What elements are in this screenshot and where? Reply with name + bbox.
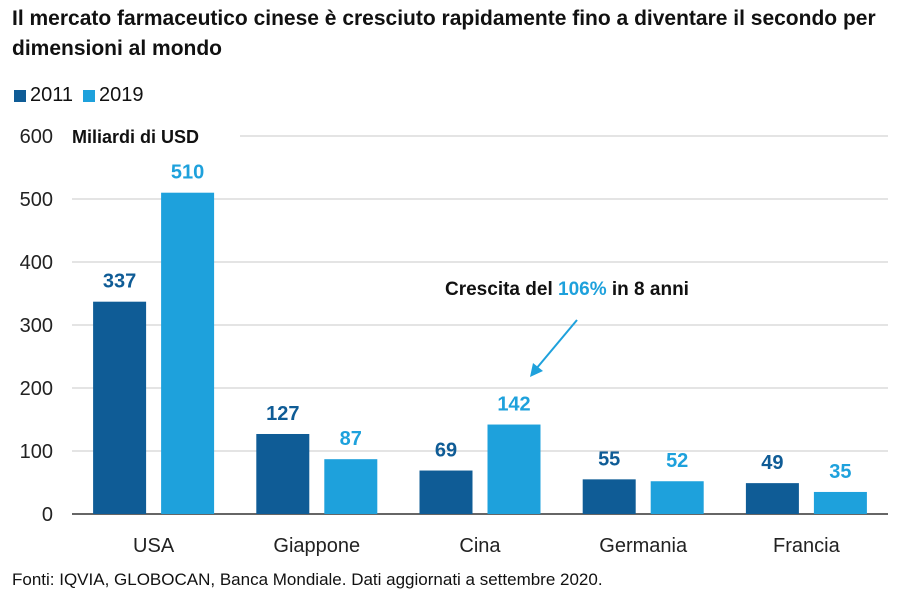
y-tick-label-600: 600	[20, 126, 53, 148]
chart-title: Il mercato farmaceutico cinese è cresciu…	[12, 7, 876, 60]
bar-usa-2019	[161, 192, 215, 514]
bar-giappone-2019	[324, 459, 378, 514]
y-axis-label: Miliardi di USD	[72, 127, 199, 147]
category-label-francia: Francia	[773, 535, 841, 557]
bar-francia-2011	[745, 483, 799, 514]
bar-germania-2019	[650, 481, 704, 514]
y-tick-label-300: 300	[20, 315, 53, 337]
data-label-germania-2011: 55	[598, 448, 620, 470]
category-label-usa: USA	[133, 535, 175, 557]
data-label-germania-2019: 52	[666, 450, 688, 472]
y-tick-label-200: 200	[20, 378, 53, 400]
data-label-francia-2011: 49	[761, 452, 783, 474]
category-label-germania: Germania	[599, 535, 688, 557]
legend-item-2019: 2019	[83, 84, 144, 107]
category-label-cina: Cina	[459, 535, 501, 557]
y-tick-label-0: 0	[42, 504, 53, 526]
legend-label-2019: 2019	[99, 84, 144, 106]
legend-swatch-2019	[83, 89, 96, 102]
legend: 2011 2019	[14, 84, 148, 107]
legend-label-2011: 2011	[30, 84, 74, 106]
bar-francia-2019	[813, 491, 867, 514]
data-label-cina-2019: 142	[497, 394, 530, 416]
data-label-giappone-2011: 127	[266, 403, 299, 425]
bar-germania-2011	[582, 479, 636, 514]
data-label-giappone-2019: 87	[340, 428, 362, 450]
y-tick-label-500: 500	[20, 189, 53, 211]
annotation-arrow-head	[530, 363, 543, 377]
source-note: Fonti: IQVIA, GLOBOCAN, Banca Mondiale. …	[12, 570, 603, 589]
data-label-usa-2011: 337	[103, 271, 136, 293]
bar-cina-2011	[419, 470, 473, 514]
y-tick-label-400: 400	[20, 252, 53, 274]
y-tick-label-100: 100	[20, 441, 53, 463]
data-label-francia-2019: 35	[829, 461, 851, 483]
growth-annotation: Crescita del 106% in 8 anni	[445, 279, 689, 300]
bar-giappone-2011	[256, 433, 310, 514]
data-label-cina-2011: 69	[435, 440, 457, 462]
annotation-arrow-line	[535, 319, 578, 370]
bar-cina-2019	[487, 424, 541, 514]
bar-usa-2011	[93, 301, 147, 514]
legend-item-2011: 2011	[14, 84, 73, 107]
category-label-giappone: Giappone	[273, 535, 360, 557]
data-label-usa-2019: 510	[171, 162, 204, 184]
legend-swatch-2011	[14, 89, 26, 102]
